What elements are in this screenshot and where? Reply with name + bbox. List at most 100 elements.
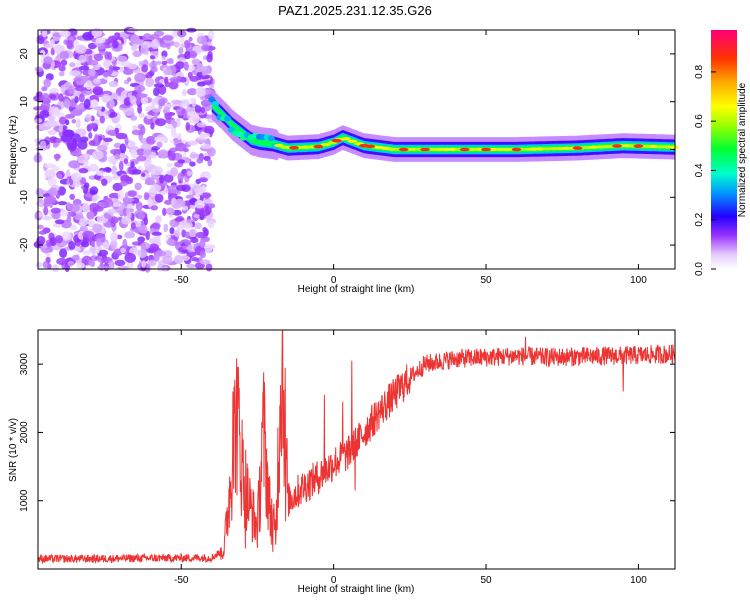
noise-blob	[194, 187, 204, 196]
noise-blob	[78, 168, 89, 174]
noise-blob	[55, 153, 60, 162]
noise-blob	[99, 115, 106, 124]
spectrogram-y-label: Frequency (Hz)	[8, 116, 19, 185]
noise-blob	[203, 244, 213, 253]
noise-blob	[165, 234, 172, 239]
spectrogram-panel: -50 0 50 100 -20 -10 0 10 20 Height of straight…	[8, 26, 680, 295]
noise-blob	[58, 124, 63, 133]
noise-blob	[88, 122, 97, 129]
noise-blob	[178, 47, 184, 55]
noise-blob	[47, 129, 57, 136]
noise-blob	[144, 263, 151, 273]
noise-blob	[116, 95, 123, 101]
y-tick-label: 0	[19, 146, 30, 152]
noise-blob	[88, 246, 100, 255]
noise-blob	[201, 66, 210, 76]
noise-blob	[35, 188, 44, 197]
noise-blob	[146, 114, 153, 120]
noise-blob	[180, 43, 185, 48]
noise-blob	[127, 190, 137, 197]
noise-blob	[196, 71, 203, 78]
noise-blob	[105, 167, 112, 173]
noise-blob	[73, 77, 82, 82]
noise-blob	[144, 217, 148, 226]
noise-blob	[66, 39, 73, 49]
noise-blob	[187, 244, 193, 253]
noise-blob	[205, 263, 213, 272]
noise-blob	[92, 64, 101, 71]
noise-blob	[108, 80, 119, 88]
noise-blob	[115, 132, 128, 140]
noise-blob	[151, 231, 162, 236]
noise-blob	[44, 169, 56, 179]
hotspot	[572, 146, 583, 150]
noise-blob	[154, 193, 164, 203]
hotspot	[459, 147, 470, 152]
noise-blob	[140, 44, 149, 55]
noise-blob	[91, 27, 103, 38]
noise-blob	[187, 88, 198, 96]
noise-blob	[155, 215, 162, 224]
noise-blob	[126, 207, 131, 216]
noise-blob	[79, 217, 89, 227]
noise-blob	[77, 140, 88, 150]
noise-blob	[171, 99, 183, 105]
noise-blob	[78, 65, 90, 71]
noise-blob	[136, 194, 143, 199]
noise-blob	[120, 247, 126, 254]
noise-blob	[136, 148, 146, 156]
noise-blob	[104, 51, 110, 60]
noise-blob	[165, 207, 175, 215]
noise-blob	[88, 132, 93, 139]
noise-blob	[137, 248, 148, 258]
noise-blob	[93, 206, 104, 212]
noise-blob	[199, 250, 206, 259]
noise-blob	[169, 227, 175, 235]
noise-blob	[42, 216, 52, 221]
noise-blob	[174, 254, 184, 265]
y-tick-label: 10	[19, 96, 30, 108]
noise-blob	[140, 242, 151, 250]
noise-blob	[102, 71, 110, 78]
spectrogram-y-axis: -20 -10 0 10 20	[19, 48, 675, 252]
noise-blob	[65, 119, 70, 126]
noise-blob	[91, 196, 98, 202]
noise-blob	[82, 250, 91, 256]
noise-blob	[50, 207, 61, 214]
noise-blob	[88, 140, 96, 146]
hotspot	[365, 144, 376, 149]
noise-blob	[138, 225, 148, 234]
noise-blob	[41, 28, 48, 38]
noise-blob	[79, 136, 89, 143]
noise-blob	[189, 97, 196, 104]
noise-blob	[198, 177, 208, 183]
noise-blob	[112, 60, 117, 67]
spectrogram-x-label: Height of straight line (km)	[298, 284, 415, 295]
noise-blob	[63, 98, 71, 109]
noise-blob	[77, 154, 89, 164]
noise-blob	[52, 142, 58, 148]
y-tick-label: 2000	[19, 421, 30, 444]
noise-blob	[82, 230, 95, 239]
noise-blob	[131, 169, 142, 175]
noise-blob	[91, 240, 96, 247]
noise-blob	[91, 150, 104, 160]
noise-blob	[183, 40, 191, 49]
noise-blob	[43, 206, 49, 216]
noise-blob	[170, 167, 179, 177]
noise-blob	[125, 111, 135, 116]
noise-blob	[37, 36, 45, 45]
noise-blob	[70, 109, 83, 116]
noise-blob	[40, 102, 51, 110]
x-tick-label: 100	[630, 575, 647, 586]
noise-blob	[59, 50, 69, 60]
noise-blob	[189, 153, 201, 158]
noise-blob	[135, 201, 143, 211]
noise-blob	[145, 77, 155, 87]
noise-blob	[164, 112, 172, 120]
transition-blob	[212, 100, 220, 107]
noise-blob	[82, 31, 94, 41]
noise-blob	[207, 147, 216, 157]
noise-blob	[102, 140, 110, 147]
noise-blob	[55, 235, 63, 244]
